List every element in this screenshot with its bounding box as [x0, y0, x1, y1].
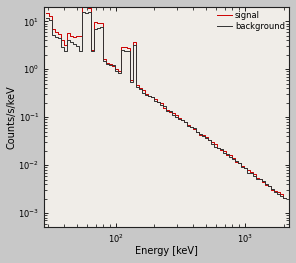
background [285, 196, 288, 199]
signal [180, 116, 183, 119]
Line: signal: signal [46, 6, 287, 198]
signal [83, 4, 87, 8]
signal [95, 21, 99, 24]
background [201, 135, 204, 138]
background [44, 16, 48, 19]
background [113, 69, 117, 73]
signal [285, 196, 288, 199]
Y-axis label: Counts/s/keV: Counts/s/keV [7, 85, 17, 149]
background [95, 27, 99, 30]
background [86, 11, 90, 14]
signal [273, 189, 276, 193]
background [180, 118, 183, 121]
signal [201, 133, 204, 136]
signal [113, 68, 117, 71]
X-axis label: Energy [keV]: Energy [keV] [135, 246, 198, 256]
background [273, 190, 276, 193]
Legend: signal, background: signal, background [215, 9, 287, 33]
Line: background: background [46, 12, 287, 198]
signal [282, 196, 285, 199]
background [243, 165, 246, 168]
background [282, 196, 285, 199]
signal [243, 164, 246, 168]
signal [44, 11, 48, 14]
